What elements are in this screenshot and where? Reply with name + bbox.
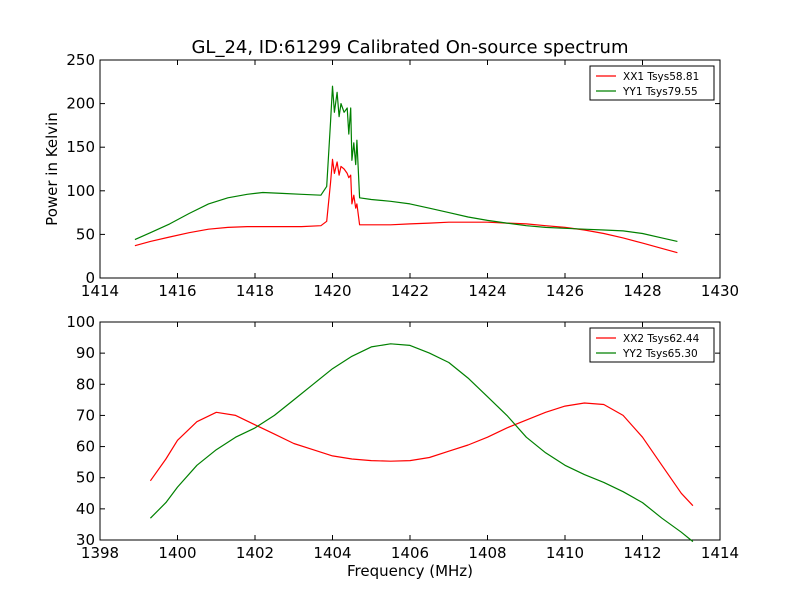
x-tick-label: 1420 — [313, 282, 351, 300]
x-tick-label: 1430 — [701, 282, 739, 300]
y-tick-label: 100 — [66, 182, 95, 200]
x-tick-label: 1406 — [391, 544, 429, 562]
series-line-1 — [149, 343, 694, 543]
series-line-0 — [134, 158, 678, 254]
x-tick-label: 1414 — [701, 544, 739, 562]
y-tick-label: 80 — [76, 375, 95, 393]
y-tick-label: 100 — [66, 313, 95, 331]
x-tick-label: 1424 — [468, 282, 506, 300]
legend-entry: XX2 Tsys62.44 — [623, 333, 700, 345]
y-axis-label: Power in Kelvin — [43, 112, 61, 226]
x-tick-label: 1402 — [236, 544, 274, 562]
x-tick-label: 1404 — [313, 544, 351, 562]
x-tick-label: 1410 — [546, 544, 584, 562]
legend-box — [589, 65, 715, 101]
series-line-0 — [149, 402, 694, 507]
x-tick-label: 1418 — [236, 282, 274, 300]
bottom-panel: 1398 1400 1402 1404 1406 1408 1410 1412 1414 30 40… — [66, 313, 739, 562]
y-tick-label: 60 — [76, 438, 95, 456]
y-tick-label: 150 — [66, 138, 95, 156]
x-tick-label: 1398 — [81, 544, 119, 562]
y-tick-label: 50 — [76, 469, 95, 487]
y-tick-label: 30 — [76, 531, 95, 549]
legend-entry: XX1 Tsys58.81 — [623, 71, 699, 83]
y-tick-label: 250 — [66, 51, 95, 69]
x-tick-label: 1412 — [623, 544, 661, 562]
x-tick-label: 1426 — [546, 282, 584, 300]
x-tick-label: 1428 — [623, 282, 661, 300]
y-tick-label: 70 — [76, 406, 95, 424]
x-tick-label: 1400 — [158, 544, 196, 562]
y-tick-label: 200 — [66, 95, 95, 113]
y-tick-label: 90 — [76, 344, 95, 362]
x-axis-label: Frequency (MHz) — [347, 562, 473, 580]
x-tick-label: 1416 — [158, 282, 196, 300]
x-tick-label: 1414 — [81, 282, 119, 300]
x-tick-label: 1408 — [468, 544, 506, 562]
x-tick-label: 1422 — [391, 282, 429, 300]
series-line-1 — [134, 85, 678, 242]
top-panel: 1414 1416 1418 1420 1422 1424 1426 1428 1430 0 50 1… — [43, 51, 739, 300]
figure-title: GL_24, ID:61299 Calibrated On-source spe… — [191, 37, 628, 58]
y-tick-label: 0 — [85, 269, 95, 287]
legend-entry: YY1 Tsys79.55 — [622, 86, 698, 98]
y-tick-label: 50 — [76, 225, 95, 243]
legend-box — [589, 327, 715, 363]
legend-entry: YY2 Tsys65.30 — [622, 348, 698, 360]
y-tick-label: 40 — [76, 500, 95, 518]
